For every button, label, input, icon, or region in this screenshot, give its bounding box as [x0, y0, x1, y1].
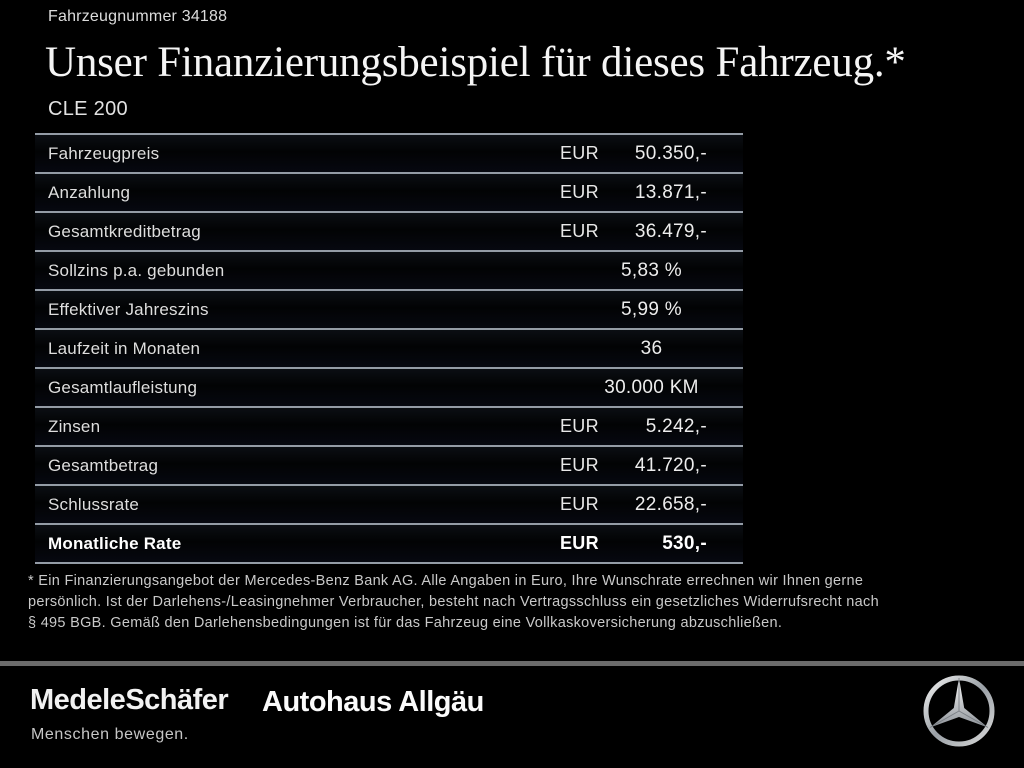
row-currency: EUR: [560, 221, 599, 241]
row-value-group: EUR 50.350,-: [560, 143, 743, 165]
dealer-logo-autohaus-allgaeu: Autohaus Allgäu: [262, 686, 484, 718]
row-label: Sollzins p.a. gebunden: [48, 260, 225, 280]
table-row: Gesamtlaufleistung 30.000 KM: [35, 369, 743, 408]
footer-divider: [0, 661, 1024, 666]
finance-table: Fahrzeugpreis EUR 50.350,- Anzahlung EUR…: [35, 133, 743, 564]
row-value-group: EUR 530,-: [560, 533, 743, 555]
row-value-group: EUR 13.871,-: [560, 182, 743, 204]
footnote-line: persönlich. Ist der Darlehens-/Leasingne…: [28, 594, 879, 610]
table-row: Schlussrate EUR 22.658,-: [35, 486, 743, 525]
vehicle-model: CLE 200: [48, 98, 128, 120]
row-value-group: 36: [560, 338, 743, 360]
row-value: 36.479,-: [634, 220, 707, 242]
row-currency: EUR: [560, 143, 599, 163]
footnote-line: § 495 BGB. Gemäß den Darlehensbedingunge…: [28, 615, 783, 631]
row-label: Monatliche Rate: [48, 533, 182, 553]
table-row: Zinsen EUR 5.242,-: [35, 408, 743, 447]
row-value: 36: [640, 337, 663, 359]
dealer-tagline: Menschen bewegen.: [31, 726, 189, 743]
row-label: Anzahlung: [48, 182, 131, 202]
row-currency: EUR: [560, 494, 599, 514]
row-value-group: EUR 41.720,-: [560, 455, 743, 477]
row-value: 13.871,-: [634, 181, 707, 203]
row-value: 22.658,-: [634, 493, 707, 515]
row-currency: EUR: [560, 455, 599, 475]
table-row: Effektiver Jahreszins 5,99 %: [35, 291, 743, 330]
row-label: Laufzeit in Monaten: [48, 338, 201, 358]
page-title: Unser Finanzierungsbeispiel für dieses F…: [45, 39, 906, 86]
row-value: 41.720,-: [634, 454, 707, 476]
row-value-group: 30.000 KM: [560, 377, 743, 399]
row-currency: EUR: [560, 533, 599, 553]
row-value-group: 5,83 %: [560, 260, 743, 282]
row-value-group: EUR 5.242,-: [560, 416, 743, 438]
row-currency: EUR: [560, 416, 599, 436]
row-value-group: 5,99 %: [560, 299, 743, 321]
footnote-line: * Ein Finanzierungsangebot der Mercedes-…: [28, 573, 864, 589]
row-label: Gesamtkreditbetrag: [48, 221, 201, 241]
row-label: Gesamtbetrag: [48, 455, 159, 475]
table-row: Monatliche Rate EUR 530,-: [35, 525, 743, 564]
row-value: 5,99 %: [621, 298, 682, 320]
row-label: Fahrzeugpreis: [48, 143, 160, 163]
row-currency: EUR: [560, 182, 599, 202]
table-row: Fahrzeugpreis EUR 50.350,-: [35, 135, 743, 174]
row-label: Schlussrate: [48, 494, 140, 514]
row-label: Gesamtlaufleistung: [48, 377, 198, 397]
mercedes-star-icon: [923, 675, 995, 747]
table-row: Laufzeit in Monaten 36: [35, 330, 743, 369]
table-row: Gesamtkreditbetrag EUR 36.479,-: [35, 213, 743, 252]
finance-footnote: * Ein Finanzierungsangebot der Mercedes-…: [28, 571, 879, 634]
row-value: 50.350,-: [634, 142, 707, 164]
row-value-group: EUR 36.479,-: [560, 221, 743, 243]
row-value: 30.000 KM: [604, 376, 699, 398]
row-value: 5.242,-: [645, 415, 707, 437]
table-row: Sollzins p.a. gebunden 5,83 %: [35, 252, 743, 291]
table-row: Gesamtbetrag EUR 41.720,-: [35, 447, 743, 486]
row-value-group: EUR 22.658,-: [560, 494, 743, 516]
dealer-logo-medele-schaefer: MedeleSchäfer: [30, 684, 229, 716]
vehicle-number: Fahrzeugnummer 34188: [48, 8, 228, 25]
row-value: 5,83 %: [621, 259, 682, 281]
table-row: Anzahlung EUR 13.871,-: [35, 174, 743, 213]
row-label: Zinsen: [48, 416, 101, 436]
row-value: 530,-: [662, 532, 707, 554]
row-label: Effektiver Jahreszins: [48, 299, 209, 319]
